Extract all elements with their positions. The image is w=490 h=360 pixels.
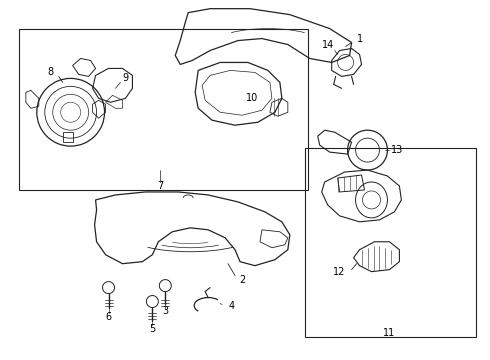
Text: 1: 1 [357,33,363,44]
Text: 7: 7 [157,181,164,191]
Text: 10: 10 [246,93,258,103]
Bar [305,148,476,337]
Text: 8: 8 [48,67,54,77]
Bar [19,28,308,190]
Text: 9: 9 [122,73,128,84]
Text: 11: 11 [383,328,395,338]
Text: 6: 6 [105,312,112,323]
Text: 13: 13 [392,145,404,155]
Text: 3: 3 [162,306,169,316]
Text: 4: 4 [229,301,235,311]
Text: 12: 12 [334,267,346,276]
Text: 5: 5 [149,324,155,334]
Text: 2: 2 [239,275,245,285]
Text: 14: 14 [321,40,334,50]
